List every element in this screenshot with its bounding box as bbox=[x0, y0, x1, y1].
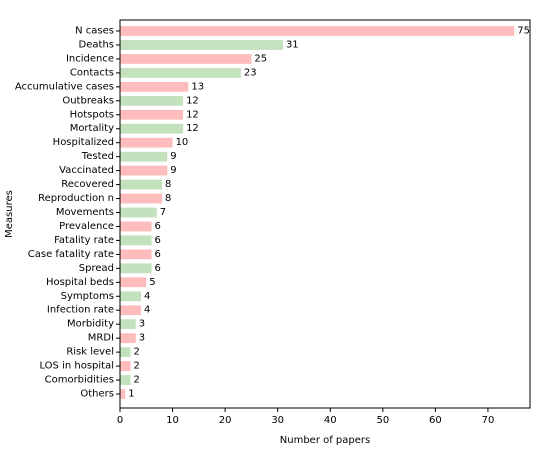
y-tick-label: Hotspots bbox=[70, 109, 114, 120]
y-tick-label: Mortality bbox=[70, 123, 114, 134]
bar bbox=[120, 81, 189, 92]
bar bbox=[120, 54, 252, 64]
y-tick-label: MRDI bbox=[88, 333, 114, 344]
bar bbox=[120, 263, 152, 274]
value-label: 13 bbox=[191, 81, 204, 92]
y-tick-label: LOS in hospital bbox=[39, 361, 114, 372]
y-tick-label: Comorbidities bbox=[45, 375, 114, 386]
y-tick-label: Hospitalized bbox=[53, 137, 114, 148]
value-label: 12 bbox=[186, 95, 199, 106]
plot-frame bbox=[119, 19, 531, 409]
x-tick-label: 70 bbox=[482, 415, 495, 426]
value-label: 3 bbox=[139, 333, 145, 344]
bar bbox=[120, 207, 157, 218]
y-axis-title: Measures bbox=[4, 190, 15, 238]
value-label: 25 bbox=[254, 53, 267, 64]
bar bbox=[120, 193, 163, 204]
bar bbox=[120, 235, 152, 246]
x-tick-label: 20 bbox=[219, 415, 232, 426]
y-tick-label: Hospital beds bbox=[46, 277, 114, 288]
x-tick-label: 10 bbox=[166, 415, 179, 426]
y-tick-label: Symptoms bbox=[61, 291, 114, 302]
bar bbox=[120, 347, 131, 358]
y-axis-ticks: N cases Deaths Incidence Contacts Accumulati… bbox=[15, 26, 120, 400]
value-label: 6 bbox=[155, 235, 161, 246]
bar bbox=[120, 249, 152, 260]
x-tick-label: 0 bbox=[117, 415, 123, 426]
y-tick-label: Reproduction n bbox=[38, 193, 114, 204]
y-tick-label: Deaths bbox=[79, 39, 114, 50]
y-tick-label: Case fatality rate bbox=[28, 249, 114, 260]
bar bbox=[120, 95, 184, 106]
value-label: 31 bbox=[286, 39, 299, 50]
value-label: 10 bbox=[176, 137, 189, 148]
y-tick-label: N cases bbox=[75, 26, 114, 37]
bar bbox=[120, 291, 142, 302]
x-axis-title: Number of papers bbox=[280, 435, 370, 446]
value-label: 2 bbox=[134, 375, 140, 386]
value-label: 12 bbox=[186, 123, 199, 134]
y-tick-label: Spread bbox=[79, 263, 114, 274]
y-tick-label: Vaccinated bbox=[59, 165, 114, 176]
bar bbox=[120, 123, 184, 134]
y-tick-label: Contacts bbox=[70, 67, 114, 78]
bar bbox=[120, 137, 173, 148]
value-label: 3 bbox=[139, 319, 145, 330]
bar bbox=[120, 319, 136, 330]
value-label: 9 bbox=[170, 165, 176, 176]
bar bbox=[120, 40, 283, 50]
value-label: 9 bbox=[170, 151, 176, 162]
bar bbox=[120, 361, 131, 371]
bar bbox=[120, 165, 168, 176]
bars-group bbox=[120, 26, 515, 399]
value-label: 12 bbox=[186, 109, 199, 120]
y-tick-label: Prevalence bbox=[59, 221, 114, 232]
bar bbox=[120, 151, 168, 162]
x-axis-ticks: 0 10 20 30 40 50 60 70 bbox=[117, 408, 495, 426]
y-tick-label: Risk level bbox=[66, 347, 114, 358]
value-label: 2 bbox=[134, 361, 140, 372]
x-tick-label: 40 bbox=[324, 415, 337, 426]
x-tick-label: 50 bbox=[376, 415, 389, 426]
y-tick-label: Recovered bbox=[61, 179, 114, 190]
y-tick-label: Outbreaks bbox=[62, 95, 114, 106]
value-label: 5 bbox=[149, 277, 155, 288]
y-tick-label: Infection rate bbox=[47, 305, 114, 316]
bar bbox=[120, 333, 136, 344]
value-label: 6 bbox=[155, 263, 161, 274]
value-label: 23 bbox=[244, 67, 257, 78]
bar bbox=[120, 305, 142, 316]
y-tick-label: Incidence bbox=[66, 53, 114, 64]
bar bbox=[120, 389, 126, 399]
value-label: 1 bbox=[128, 389, 134, 400]
value-label: 4 bbox=[144, 305, 150, 316]
bar bbox=[120, 375, 131, 385]
bar bbox=[120, 277, 147, 288]
value-label: 2 bbox=[134, 347, 140, 358]
value-label: 4 bbox=[144, 291, 150, 302]
y-tick-label: Fatality rate bbox=[54, 235, 114, 246]
bar bbox=[120, 26, 515, 36]
y-tick-label: Morbidity bbox=[67, 319, 114, 330]
value-label: 75 bbox=[517, 26, 530, 37]
value-label: 7 bbox=[160, 207, 166, 218]
bar bbox=[120, 179, 163, 190]
value-label: 8 bbox=[165, 179, 171, 190]
y-tick-label: Accumulative cases bbox=[15, 81, 114, 92]
bar bbox=[120, 67, 241, 78]
x-tick-label: 60 bbox=[429, 415, 442, 426]
value-label: 6 bbox=[155, 249, 161, 260]
value-label: 6 bbox=[155, 221, 161, 232]
y-tick-label: Tested bbox=[81, 151, 114, 162]
y-tick-label: Movements bbox=[56, 207, 114, 218]
x-tick-label: 30 bbox=[271, 415, 284, 426]
y-tick-label: Others bbox=[80, 389, 114, 400]
bar bbox=[120, 221, 152, 232]
value-label: 8 bbox=[165, 193, 171, 204]
bar bbox=[120, 109, 184, 120]
